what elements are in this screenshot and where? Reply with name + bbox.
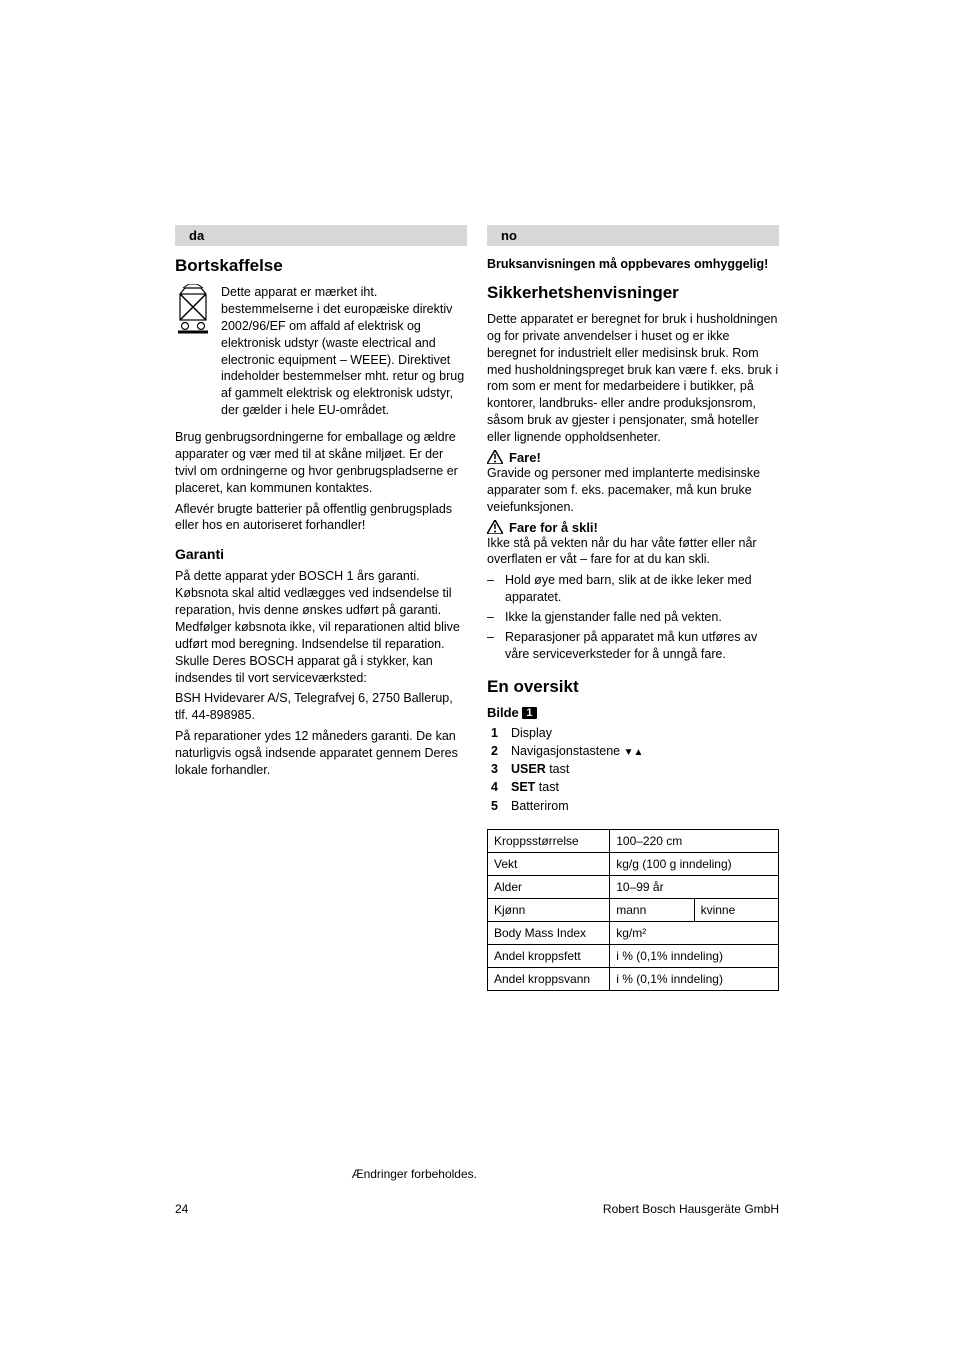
slip-label: Fare for å skli! bbox=[509, 520, 598, 535]
table-row: Kroppsstørrelse100–220 cm bbox=[488, 829, 779, 852]
page-number: 24 bbox=[175, 1202, 188, 1216]
disposal-heading: Bortskaffelse bbox=[175, 256, 467, 276]
table-row: Body Mass Indexkg/m² bbox=[488, 921, 779, 944]
list-item: 4SET tast bbox=[487, 778, 779, 796]
safety-p3: Ikke stå på vekten når du har våte føtte… bbox=[487, 535, 779, 569]
table-row: Andel kroppsvanni % (0,1% inndeling) bbox=[488, 967, 779, 990]
table-row: Andel kroppsfetti % (0,1% inndeling) bbox=[488, 944, 779, 967]
overview-heading: En oversikt bbox=[487, 677, 779, 697]
page-footer: 24 Robert Bosch Hausgeräte GmbH bbox=[175, 1202, 779, 1216]
list-item: Ikke la gjenstander falle ned på vekten. bbox=[487, 609, 779, 626]
warning-triangle-icon bbox=[487, 450, 503, 464]
safety-list: Hold øye med barn, slik at de ikke leker… bbox=[487, 572, 779, 662]
warranty-p3: På reparationer ydes 12 måneders garanti… bbox=[175, 728, 467, 779]
right-column: no Bruksanvisningen må oppbevares omhygg… bbox=[487, 225, 779, 991]
company-name: Robert Bosch Hausgeräte GmbH bbox=[603, 1202, 779, 1216]
weee-block: Dette apparat er mærket iht. bestemmelse… bbox=[175, 284, 467, 423]
slip-warning: Fare for å skli! bbox=[487, 520, 779, 535]
down-up-arrows-icon: ▼▲ bbox=[624, 747, 644, 758]
table-row: Kjønnmannkvinne bbox=[488, 898, 779, 921]
table-row: Alder10–99 år bbox=[488, 875, 779, 898]
keep-instruction: Bruksanvisningen må oppbevares omhyggeli… bbox=[487, 256, 779, 273]
bilde-label: Bilde bbox=[487, 705, 519, 720]
warranty-p1: På dette apparat yder BOSCH 1 års garant… bbox=[175, 568, 467, 686]
safety-heading: Sikkerhetshenvisninger bbox=[487, 283, 779, 303]
list-item: 5Batterirom bbox=[487, 797, 779, 815]
danger-label: Fare! bbox=[509, 450, 541, 465]
table-row: Vektkg/g (100 g inndeling) bbox=[488, 852, 779, 875]
list-item: Hold øye med barn, slik at de ikke leker… bbox=[487, 572, 779, 606]
safety-p2: Gravide og personer med implanterte medi… bbox=[487, 465, 779, 516]
safety-p1: Dette apparatet er beregnet for bruk i h… bbox=[487, 311, 779, 446]
changes-note: Ændringer forbeholdes. bbox=[352, 1167, 477, 1181]
lang-tag-no: no bbox=[487, 225, 779, 246]
list-item: Reparasjoner på apparatet må kun utføres… bbox=[487, 629, 779, 663]
disposal-p1: Brug genbrugsordningerne for emballage o… bbox=[175, 429, 467, 497]
disposal-p2: Aflevér brugte batterier på offentlig ge… bbox=[175, 501, 467, 535]
warranty-heading: Garanti bbox=[175, 546, 467, 562]
danger-warning: Fare! bbox=[487, 450, 779, 465]
list-item: 1Display bbox=[487, 724, 779, 742]
spec-table: Kroppsstørrelse100–220 cm Vektkg/g (100 … bbox=[487, 829, 779, 991]
lang-tag-da: da bbox=[175, 225, 467, 246]
weee-icon bbox=[175, 284, 211, 334]
overview-list: 1Display 2Navigasjonstastene ▼▲ 3USER ta… bbox=[487, 724, 779, 815]
bilde-line: Bilde 1 bbox=[487, 705, 779, 720]
list-item: 3USER tast bbox=[487, 760, 779, 778]
left-column: da Bortskaffelse Dette apparat er mærket… bbox=[175, 225, 467, 991]
warranty-p2: BSH Hvidevarer A/S, Telegrafvej 6, 2750 … bbox=[175, 690, 467, 724]
bilde-ref: 1 bbox=[522, 707, 536, 719]
warning-triangle-icon bbox=[487, 520, 503, 534]
weee-text: Dette apparat er mærket iht. bestemmelse… bbox=[221, 284, 467, 419]
list-item: 2Navigasjonstastene ▼▲ bbox=[487, 742, 779, 761]
